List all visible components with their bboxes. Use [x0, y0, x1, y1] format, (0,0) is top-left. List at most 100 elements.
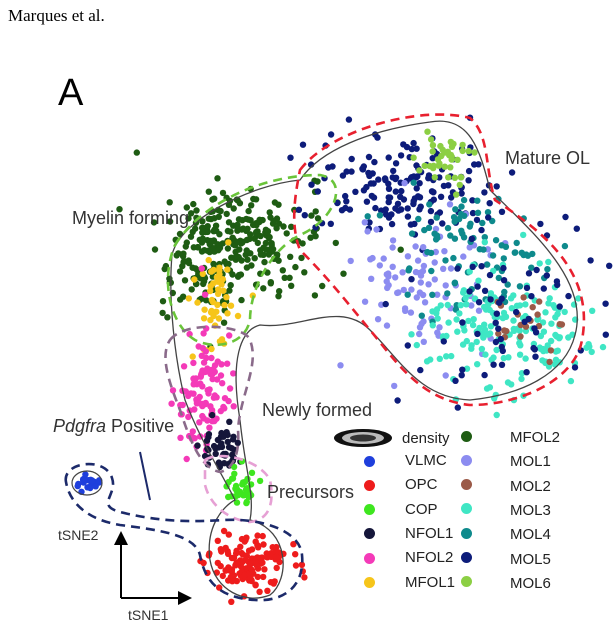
cell-dot-mol5: [486, 271, 494, 279]
cell-dot-mol2: [534, 311, 541, 318]
cell-dot-cop: [233, 499, 241, 506]
cell-dot-mfol2: [215, 247, 222, 254]
cell-dot-mol4: [405, 267, 412, 274]
cell-dot-mol3: [539, 319, 547, 326]
cell-dot-mfol1: [213, 274, 221, 281]
cell-dot-mol1: [416, 330, 423, 338]
pdgfra-positive-text: Positive: [106, 416, 175, 436]
cell-dot-mol4: [504, 281, 511, 288]
cell-dot-nfol1: [234, 439, 241, 446]
cell-dot-mol5: [343, 168, 350, 175]
cell-dot-mol5: [474, 283, 481, 290]
cell-dot-mol5: [372, 204, 379, 212]
cell-dot-mfol2: [234, 238, 241, 246]
cell-dot-mol4: [513, 239, 520, 247]
cell-dot-mol6: [471, 149, 478, 156]
cell-dot-nfol2: [209, 375, 216, 383]
cell-dot-opc: [237, 543, 244, 550]
cell-dot-mfol1: [208, 345, 215, 353]
cell-dot-nfol1: [229, 436, 237, 443]
cell-dot-mol5: [565, 292, 572, 300]
cell-dot-mfol2: [308, 212, 315, 219]
newly-formed-outline: [164, 325, 255, 474]
cell-dot-mol5: [386, 194, 394, 201]
cell-dot-mfol2: [286, 274, 293, 281]
cell-dot-mfol2: [332, 239, 339, 247]
cell-dot-mol5: [487, 296, 494, 303]
density-symbol-inner: [350, 434, 376, 442]
cell-dot-mol5: [370, 180, 377, 187]
cell-dot-opc: [229, 578, 236, 585]
cell-dot-mol5: [473, 216, 481, 224]
cell-dot-mol5: [540, 285, 547, 292]
cell-dot-mol5: [530, 344, 537, 352]
cell-dot-mol5: [382, 211, 390, 218]
cell-dot-mfol2: [204, 223, 211, 230]
cell-dot-mfol2: [275, 201, 282, 208]
cell-dot-mol3: [473, 338, 480, 346]
cell-dot-nfol1: [228, 445, 235, 452]
cell-dot-opc: [222, 567, 229, 574]
cell-dot-mol3: [488, 356, 495, 364]
cell-dot-nfol1: [221, 460, 228, 467]
legend-label-mfol1: MFOL1: [405, 573, 456, 591]
cell-dot-nfol2: [211, 417, 218, 425]
cell-dot-mol5: [392, 160, 400, 167]
cell-dot-mol5: [562, 213, 569, 221]
cell-dot-mol5: [413, 162, 420, 169]
cell-dot-mfol2: [307, 234, 314, 241]
cell-dot-mol5: [454, 265, 461, 272]
cell-dot-opc: [220, 527, 228, 535]
legend-label-mol6: MOL6: [510, 574, 551, 592]
cell-dot-mol3: [493, 346, 500, 354]
cell-dot-mol1: [337, 362, 344, 369]
cell-dot-mol5: [410, 139, 417, 147]
cell-dot-mol3: [485, 331, 492, 338]
cell-dot-mol5: [490, 361, 497, 368]
cell-dot-mol5: [500, 277, 508, 284]
cell-dot-nfol1: [223, 429, 230, 436]
cell-dot-mol5: [543, 272, 550, 279]
cell-dot-opc: [238, 549, 245, 557]
cell-dot-nfol2: [210, 394, 218, 401]
cell-dot-nfol1: [220, 433, 227, 440]
cell-dot-nfol1: [217, 442, 225, 449]
cell-dot-mfol2: [201, 247, 208, 254]
cell-dot-mfol2: [244, 256, 251, 263]
cell-dot-mol3: [486, 306, 493, 314]
cell-dot-mfol2: [319, 282, 326, 290]
cell-dot-mol4: [484, 209, 492, 216]
cell-dot-nfol2: [169, 387, 177, 394]
cell-dot-mfol2: [281, 274, 288, 281]
cell-dot-nfol2: [179, 401, 186, 409]
cell-dot-mfol2: [251, 255, 258, 262]
cell-dot-mfol2: [225, 219, 233, 226]
cell-dot-mol5: [430, 196, 437, 203]
legend-swatch-opc: [363, 479, 375, 491]
cell-dot-nfol1: [209, 411, 216, 419]
cell-dot-opc: [241, 571, 248, 579]
cell-dot-mol4: [410, 179, 417, 186]
cell-dot-mol5: [469, 209, 477, 217]
cell-dot-mol1: [466, 244, 473, 251]
legend-swatch-nfol1: [363, 528, 375, 540]
cell-dot-opc: [232, 550, 240, 557]
cell-dot-mfol2: [199, 229, 206, 236]
cell-dot-mol6: [429, 148, 436, 155]
cell-dot-mol4: [455, 215, 463, 223]
cell-dot-mfol1: [223, 294, 230, 301]
cell-dot-mol3: [408, 331, 415, 338]
cell-dot-mol3: [463, 301, 470, 308]
cell-dot-mol6: [424, 128, 431, 135]
cell-dot-mol5: [486, 200, 493, 207]
cell-dot-mfol1: [200, 315, 208, 322]
cell-dot-mfol2: [187, 210, 195, 217]
cell-dot-mol6: [450, 140, 457, 148]
cell-dot-mol3: [462, 294, 469, 302]
cell-dot-mol3: [510, 292, 517, 299]
cell-dot-mol6: [448, 156, 455, 163]
cell-dot-nfol2: [198, 265, 205, 272]
cell-dot-mfol2: [270, 217, 277, 225]
cell-dot-mol3: [544, 342, 551, 349]
